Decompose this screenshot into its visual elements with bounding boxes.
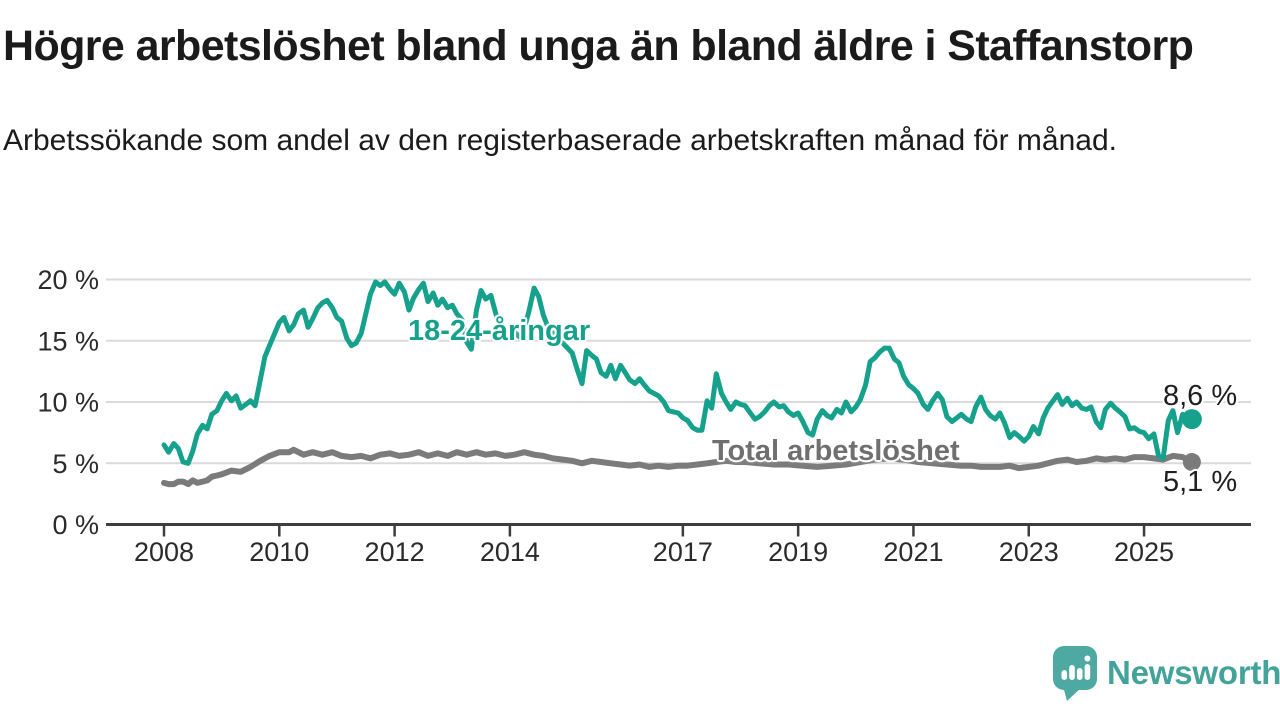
- newsworthy-logo: Newsworthy: [1052, 644, 1280, 702]
- newsworthy-logo-text: Newsworthy: [1107, 654, 1280, 691]
- y-tick-label: 15 %: [37, 326, 99, 356]
- series-line-total: [161, 446, 1195, 488]
- series-label-youth: 18-24-åringar: [408, 315, 591, 347]
- y-tick-label: 10 %: [37, 388, 99, 418]
- x-tick-label: 2019: [768, 537, 828, 567]
- newsworthy-speech-bubble-bar-chart-icon: [1053, 646, 1097, 701]
- y-tick-label: 0 %: [52, 510, 99, 540]
- end-value-label-youth: 8,6 %: [1163, 380, 1238, 412]
- x-tick-label: 2023: [999, 537, 1059, 567]
- page-subtitle: Arbetssökande som andel av den registerb…: [3, 124, 1117, 157]
- series-line-youth: [161, 279, 1195, 466]
- end-dot-total: [1182, 453, 1201, 472]
- x-tick-label: 2010: [249, 537, 309, 567]
- x-tick-label: 2025: [1114, 537, 1174, 567]
- end-dot-youth: [1181, 409, 1202, 430]
- y-tick-label: 20 %: [37, 265, 99, 295]
- x-tick-label: 2017: [653, 537, 713, 567]
- x-tick-label: 2012: [365, 537, 425, 567]
- page-title: Högre arbetslöshet bland unga än bland ä…: [3, 22, 1194, 70]
- x-tick-label: 2008: [134, 537, 194, 567]
- series-label-total: Total arbetslöshet: [712, 435, 960, 467]
- x-tick-label: 2014: [480, 537, 540, 567]
- end-value-label-total: 5,1 %: [1163, 466, 1238, 498]
- y-tick-label: 5 %: [52, 449, 99, 479]
- x-tick-label: 2021: [883, 537, 943, 567]
